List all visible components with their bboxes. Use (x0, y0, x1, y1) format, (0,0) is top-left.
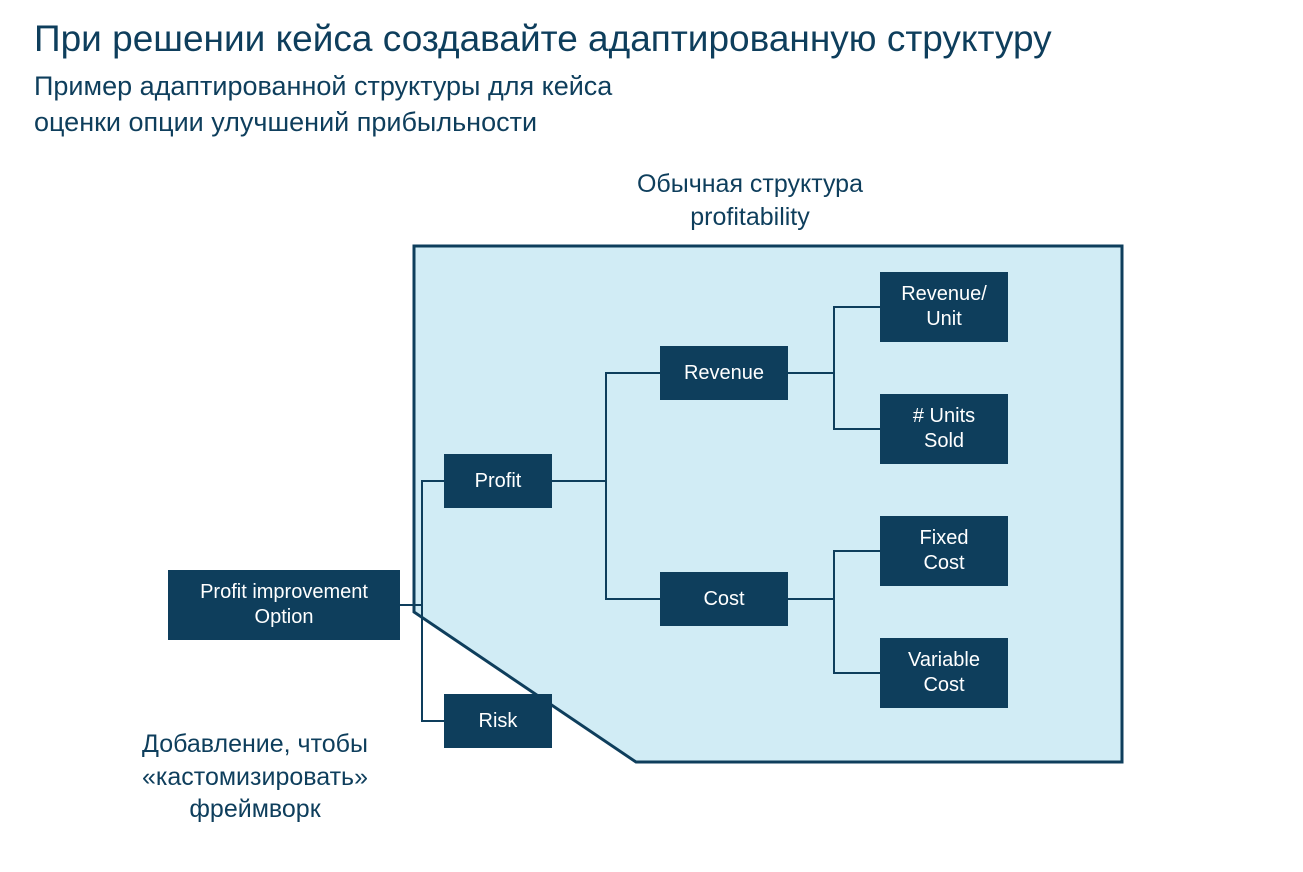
edge-revenue-units (788, 373, 880, 429)
edges-group (400, 307, 880, 721)
region-label: Обычная структура profitability (570, 168, 930, 233)
edge-profit-revenue (552, 373, 660, 481)
node-cost: Cost (660, 572, 788, 626)
edge-cost-variable (788, 599, 880, 673)
page-subtitle: Пример адаптированной структуры для кейс… (34, 68, 612, 141)
node-root: Profit improvement Option (168, 570, 400, 640)
node-revenue: Revenue (660, 346, 788, 400)
node-revunit: Revenue/ Unit (880, 272, 1008, 342)
node-variable: Variable Cost (880, 638, 1008, 708)
node-risk: Risk (444, 694, 552, 748)
edge-root-risk (400, 605, 444, 721)
edge-revenue-revunit (788, 307, 880, 373)
edge-profit-cost (552, 481, 660, 599)
edge-cost-fixed (788, 551, 880, 599)
node-profit: Profit (444, 454, 552, 508)
node-units: # Units Sold (880, 394, 1008, 464)
annotation-label: Добавление, чтобы «кастомизировать» фрей… (105, 728, 405, 826)
edge-root-profit (400, 481, 444, 605)
page-title: При решении кейса создавайте адаптирован… (34, 18, 1052, 60)
node-fixed: Fixed Cost (880, 516, 1008, 586)
